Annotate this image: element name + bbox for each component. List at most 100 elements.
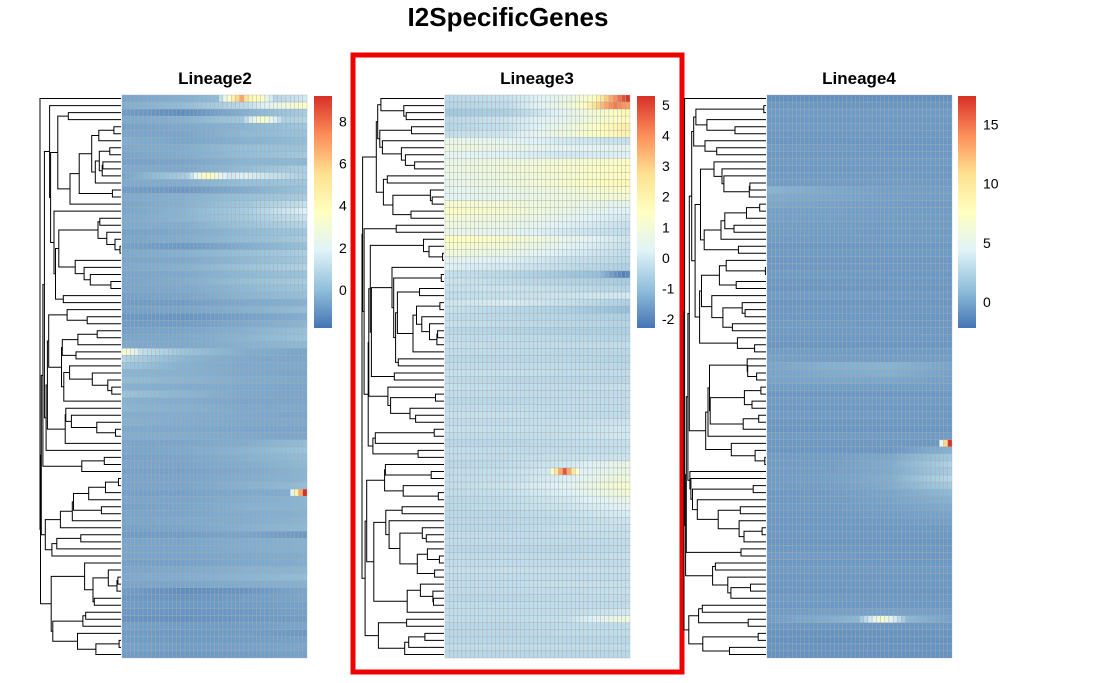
heatmap-cell <box>486 101 492 110</box>
heatmap-cell <box>260 158 266 166</box>
heatmap-cell <box>159 305 165 314</box>
heatmap-cell <box>453 256 458 265</box>
heatmap-cell <box>214 101 219 110</box>
heatmap-cell <box>155 348 161 356</box>
heatmap-cell <box>130 488 135 497</box>
heatmap-cell <box>159 524 165 532</box>
heatmap-cell <box>587 256 593 265</box>
heatmap-cell <box>545 242 551 251</box>
heatmap-cell <box>294 622 299 631</box>
heatmap-cell <box>604 270 610 279</box>
heatmap-cell <box>613 256 618 265</box>
heatmap-cell <box>533 249 538 258</box>
heatmap-cell <box>298 524 303 532</box>
heatmap-cell <box>176 629 182 638</box>
heatmap-cell <box>537 165 542 173</box>
heatmap-cell <box>222 137 228 145</box>
heatmap-cell <box>528 214 534 222</box>
heatmap-cell <box>507 122 513 131</box>
heatmap-cell <box>201 636 207 645</box>
heatmap-cell <box>226 122 232 131</box>
heatmap-cell <box>285 587 291 595</box>
heatmap-cell <box>252 559 257 567</box>
heatmap-cell <box>516 115 521 124</box>
heatmap-cell <box>273 390 278 398</box>
heatmap-cell <box>243 298 249 307</box>
heatmap-cell <box>457 165 462 173</box>
heatmap-cell <box>168 235 173 243</box>
heatmap-cell <box>201 207 207 215</box>
dendrogram-branch <box>113 126 121 135</box>
heatmap-cell <box>285 488 291 497</box>
heatmap-cell <box>189 284 194 293</box>
heatmap-cell <box>298 390 303 398</box>
heatmap-cell <box>176 355 182 363</box>
heatmap-cell <box>260 327 266 335</box>
heatmap-cell <box>172 524 177 532</box>
heatmap-cell <box>591 228 597 236</box>
heatmap-cell <box>583 94 589 103</box>
heatmap-cell <box>163 108 169 117</box>
heatmap-cell <box>453 284 458 293</box>
heatmap-cell <box>465 200 471 208</box>
heatmap-cell <box>470 235 475 243</box>
heatmap-cell <box>243 460 249 469</box>
heatmap-cell <box>235 172 240 180</box>
heatmap-cell <box>302 320 308 328</box>
heatmap-cell <box>302 460 308 469</box>
heatmap-cell <box>541 158 547 166</box>
heatmap-cell <box>247 165 253 173</box>
heatmap-cell <box>130 221 135 229</box>
heatmap-cell <box>285 362 291 370</box>
heatmap-cell <box>159 538 165 546</box>
heatmap-cell <box>579 172 584 180</box>
heatmap-cell <box>516 186 521 194</box>
heatmap-cell <box>214 467 219 476</box>
heatmap-cell <box>163 214 169 222</box>
heatmap-cell <box>554 122 559 131</box>
heatmap-cell <box>260 305 266 314</box>
heatmap-cell <box>579 249 584 258</box>
heatmap-cell <box>201 439 207 448</box>
heatmap-cell <box>210 341 215 349</box>
heatmap-cell <box>134 601 139 609</box>
heatmap-cell <box>142 305 148 314</box>
heatmap-cell <box>172 186 177 194</box>
heatmap-cell <box>449 94 454 103</box>
heatmap-cell <box>268 573 274 581</box>
heatmap-cell <box>583 179 589 187</box>
heatmap-cell <box>163 249 169 258</box>
heatmap-cell <box>260 263 266 272</box>
dendrogram-branch <box>70 414 121 428</box>
heatmap-cell <box>222 524 228 532</box>
heatmap-cell <box>570 186 576 194</box>
heatmap-cell <box>617 235 622 243</box>
heatmap-cell <box>138 545 144 553</box>
heatmap-cell <box>163 320 169 328</box>
heatmap-cell <box>583 193 589 201</box>
heatmap-cell <box>499 193 505 201</box>
heatmap-cell <box>155 390 161 398</box>
heatmap-cell <box>273 566 278 574</box>
heatmap-cell <box>290 101 295 110</box>
heatmap-cell <box>520 158 526 166</box>
heatmap-cell <box>243 179 249 187</box>
heatmap-cell <box>176 397 182 405</box>
heatmap-cell <box>222 510 228 518</box>
heatmap-cell <box>264 348 270 356</box>
heatmap-cell <box>252 404 257 412</box>
heatmap-cell <box>549 200 555 208</box>
heatmap-cell <box>470 108 475 117</box>
dendrogram-branch <box>107 379 121 392</box>
heatmap-cell <box>138 312 144 321</box>
heatmap-cell <box>625 94 631 103</box>
heatmap-cell <box>235 165 240 173</box>
heatmap-cell <box>596 122 601 131</box>
heatmap-cell <box>147 432 152 441</box>
heatmap-cell <box>151 122 156 131</box>
heatmap-cell <box>184 573 190 581</box>
heatmap-cell <box>273 327 278 335</box>
heatmap-cell <box>579 144 584 152</box>
heatmap-cell <box>562 158 568 166</box>
heatmap-cell <box>184 502 190 511</box>
